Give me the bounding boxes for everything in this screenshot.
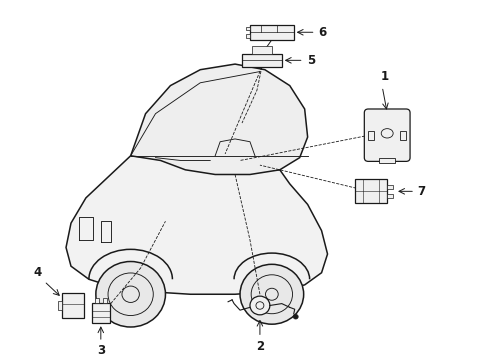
Polygon shape bbox=[131, 64, 308, 175]
Bar bbox=[95, 298, 99, 303]
Bar bbox=[387, 194, 393, 198]
Text: 4: 4 bbox=[34, 266, 42, 279]
Text: 1: 1 bbox=[381, 70, 389, 83]
Bar bbox=[368, 131, 374, 140]
Bar bbox=[92, 303, 110, 323]
Bar bbox=[246, 34, 250, 38]
Bar bbox=[242, 54, 282, 67]
Polygon shape bbox=[66, 156, 327, 294]
Circle shape bbox=[293, 314, 298, 319]
Bar bbox=[250, 25, 294, 40]
Bar bbox=[246, 27, 250, 30]
Bar bbox=[400, 131, 406, 140]
Bar bbox=[252, 46, 272, 54]
Circle shape bbox=[250, 296, 270, 315]
FancyBboxPatch shape bbox=[365, 109, 410, 161]
Circle shape bbox=[240, 264, 304, 324]
Bar bbox=[355, 179, 387, 203]
Text: 2: 2 bbox=[256, 340, 264, 353]
Text: 3: 3 bbox=[97, 344, 105, 357]
Bar bbox=[58, 301, 62, 310]
Bar bbox=[62, 293, 84, 318]
Text: 6: 6 bbox=[318, 26, 327, 39]
Text: 7: 7 bbox=[417, 185, 425, 198]
Bar bbox=[379, 158, 395, 163]
Text: 5: 5 bbox=[307, 54, 315, 67]
Bar bbox=[387, 185, 393, 189]
Bar bbox=[103, 298, 107, 303]
Circle shape bbox=[96, 261, 166, 327]
